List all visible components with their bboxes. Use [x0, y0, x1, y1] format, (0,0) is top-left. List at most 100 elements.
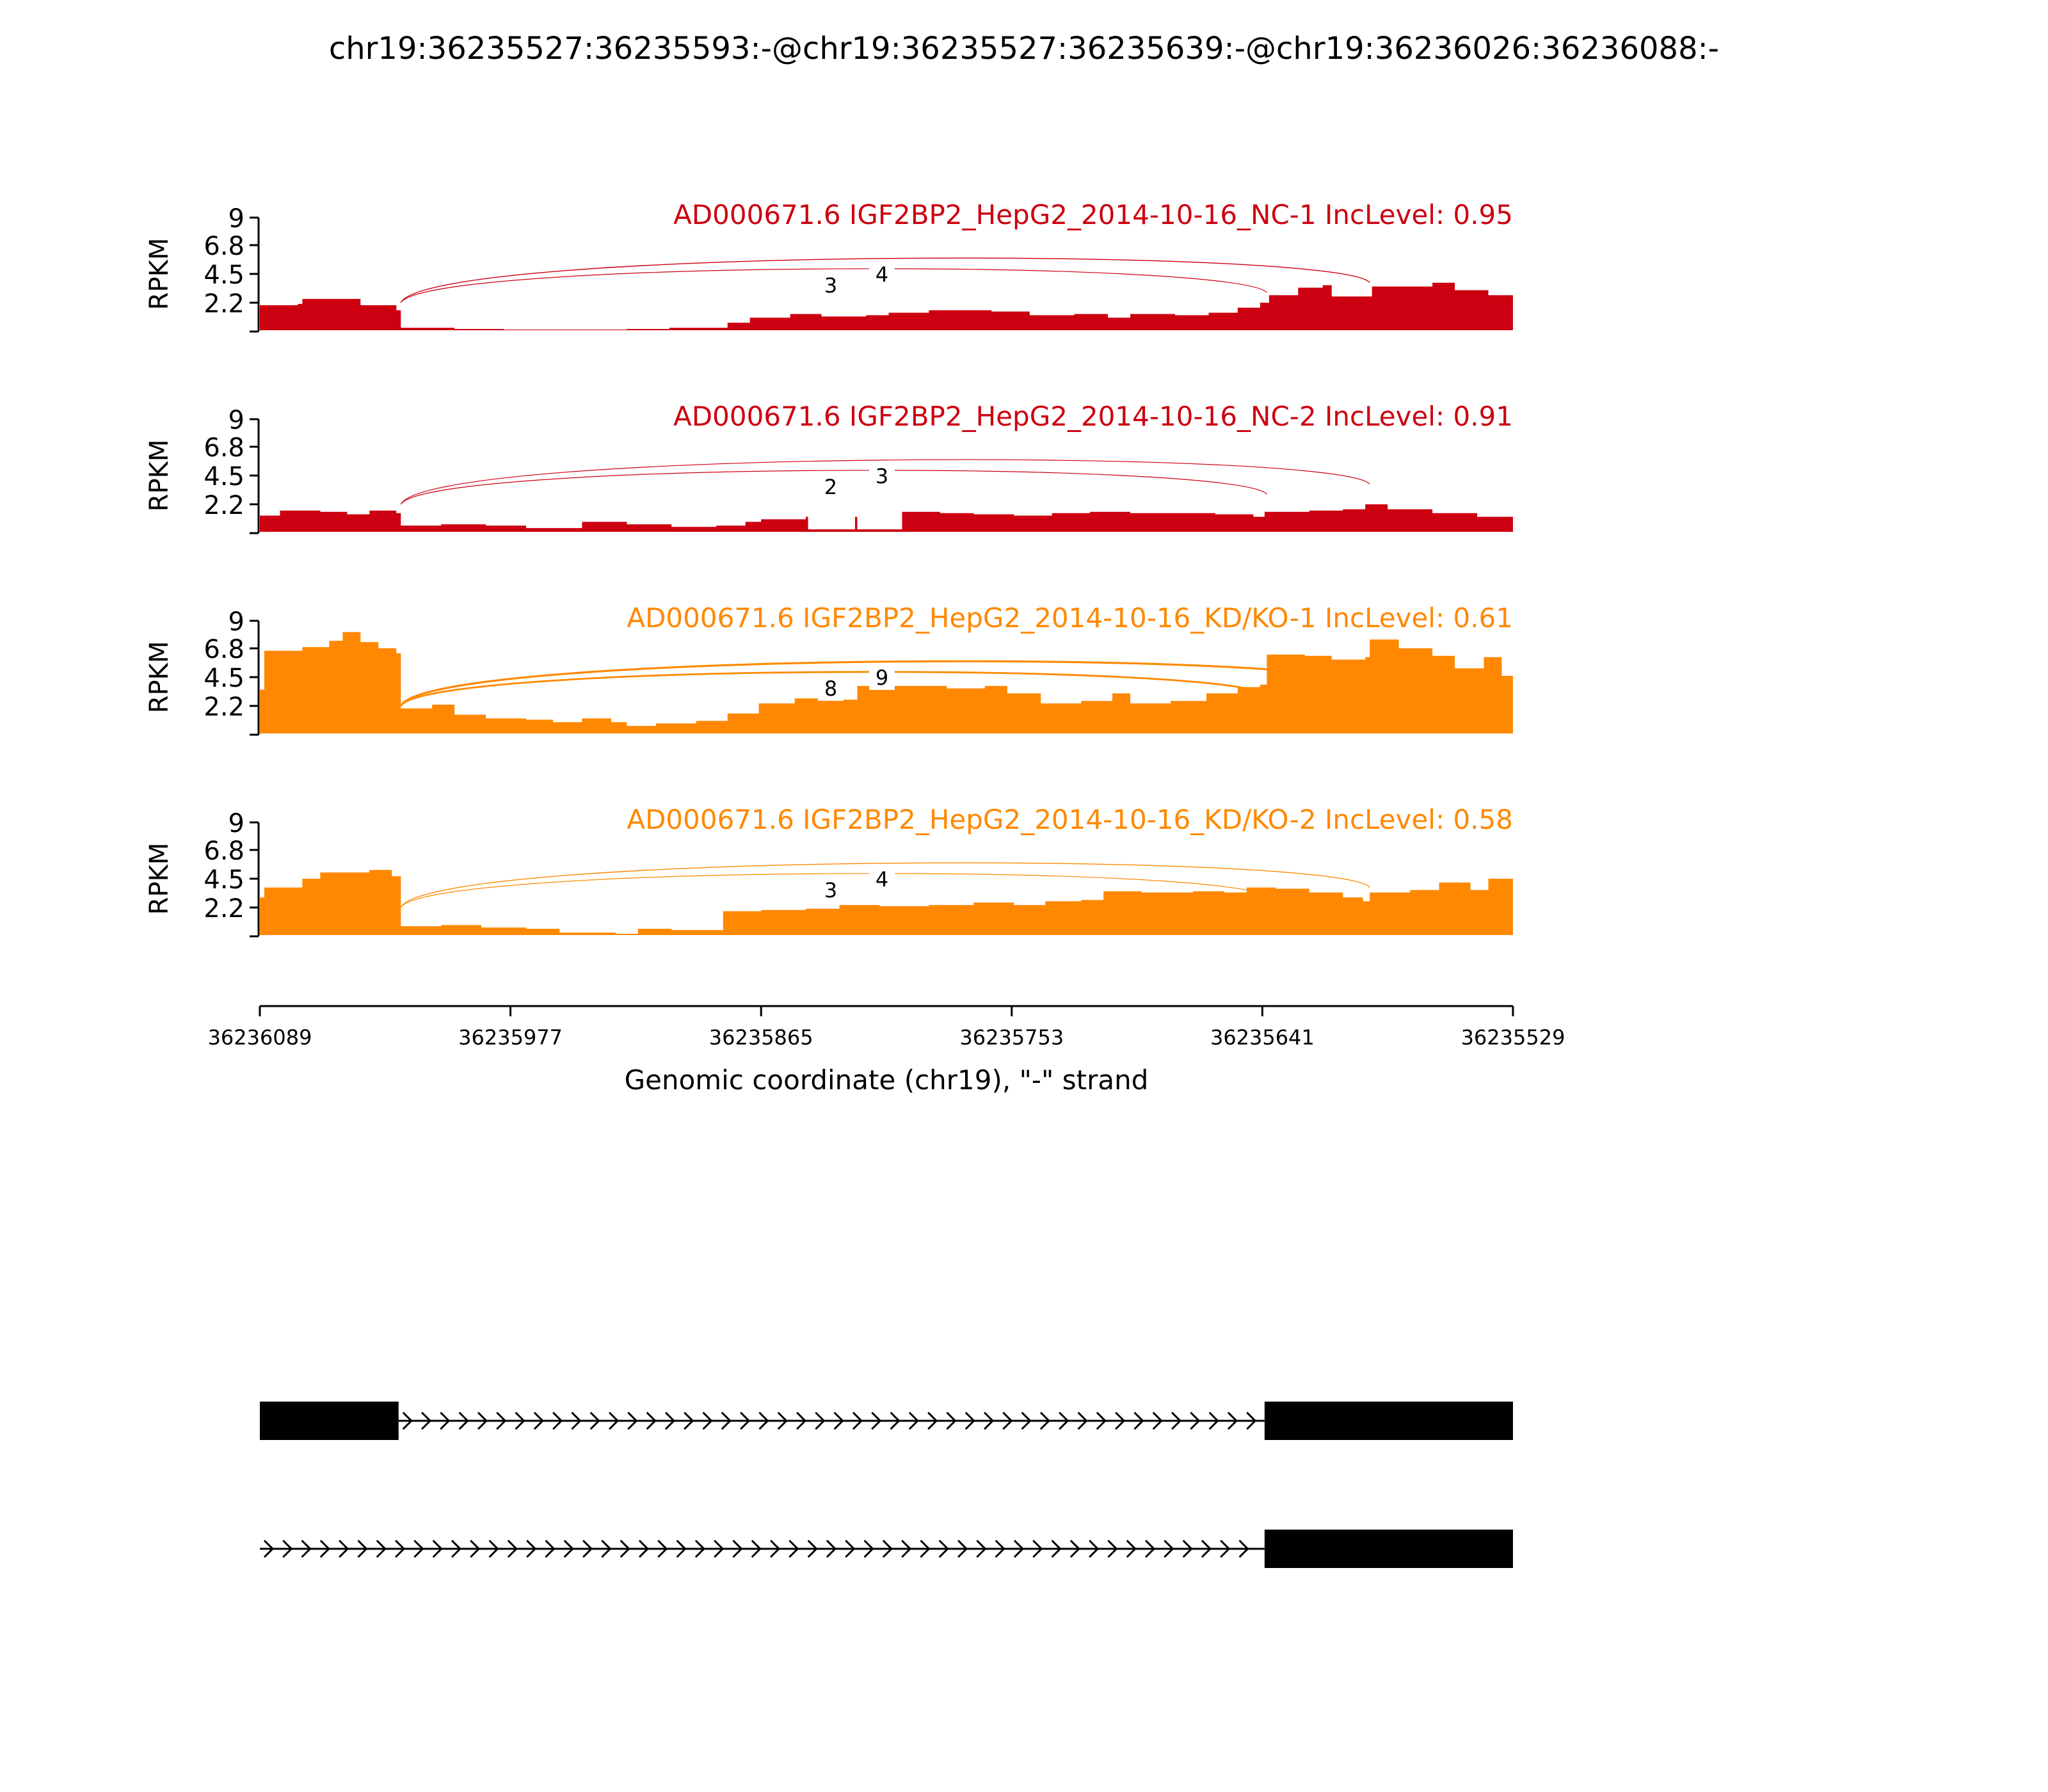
junction-label-bg — [818, 273, 844, 298]
strand-arrow-icon — [1164, 1539, 1174, 1558]
strand-arrow-icon — [890, 1411, 900, 1430]
strand-arrow-icon — [664, 1411, 676, 1430]
strand-arrow-icon — [1201, 1539, 1212, 1558]
strand-arrow-icon — [451, 1539, 462, 1558]
strand-arrow-icon — [301, 1539, 312, 1558]
strand-arrow-icon — [777, 1411, 788, 1430]
y-tick-label: 2.2 — [204, 289, 244, 319]
track-2: 96.84.52.2 RPKM AD000671.6 IGF2BP2_HepG2_2… — [145, 401, 1513, 534]
isoform-2 — [260, 1530, 1513, 1568]
y-tick-label: 4.5 — [204, 865, 244, 895]
strand-arrow-icon — [871, 1411, 882, 1430]
track-label: AD000671.6 IGF2BP2_HepG2_2014-10-16_NC-1… — [673, 199, 1513, 230]
y-tick-label: 6.8 — [204, 433, 244, 463]
strand-arrow-icon — [845, 1539, 856, 1558]
junction-count-label: 3 — [824, 273, 837, 298]
strand-arrow-icon — [1051, 1539, 1062, 1558]
y-tick-label: 9 — [228, 809, 244, 838]
exon-block — [1264, 1402, 1513, 1440]
coverage-area — [260, 870, 1513, 935]
strand-arrow-icon — [488, 1539, 499, 1558]
junction-label-bg — [818, 676, 844, 701]
strand-arrow-icon — [563, 1539, 574, 1558]
x-tick-label: 36235753 — [959, 1025, 1064, 1050]
strand-arrow-icon — [758, 1411, 769, 1430]
strand-arrow-icon — [882, 1539, 893, 1558]
junction-count-label: 3 — [876, 464, 888, 488]
y-tick-label: 2.2 — [204, 692, 244, 722]
strand-arrow-icon — [282, 1539, 293, 1558]
junction-arc — [399, 660, 1371, 707]
strand-arrow-icon — [1059, 1411, 1069, 1430]
x-tick-label: 36236089 — [208, 1025, 312, 1050]
junction-label-bg — [818, 475, 844, 499]
x-tick-label: 36235865 — [709, 1025, 813, 1050]
y-tick-label: 4.5 — [204, 462, 244, 492]
strand-arrow-icon — [976, 1539, 987, 1558]
junction-count-label: 4 — [876, 867, 888, 892]
isoform-1 — [260, 1402, 1513, 1440]
strand-arrow-icon — [1021, 1411, 1032, 1430]
strand-arrow-icon — [526, 1539, 537, 1558]
y-axis-label: RPKM — [145, 641, 174, 714]
coverage-area — [260, 632, 1513, 733]
strand-arrow-icon — [957, 1539, 968, 1558]
strand-arrow-icon — [413, 1539, 424, 1558]
strand-arrow-icon — [732, 1539, 743, 1558]
junction-arc — [400, 862, 1370, 908]
strand-arrow-icon — [638, 1539, 650, 1558]
strand-arrow-icon — [1238, 1539, 1249, 1558]
figure-title: chr19:36235527:36235593:-@chr19:36235527… — [329, 31, 1719, 67]
strand-arrow-icon — [339, 1539, 349, 1558]
strand-arrow-icon — [646, 1411, 657, 1430]
y-tick-label: 2.2 — [204, 491, 244, 520]
strand-arrow-icon — [1246, 1411, 1257, 1430]
strand-arrow-icon — [676, 1539, 687, 1558]
strand-arrow-icon — [1145, 1539, 1156, 1558]
y-tick-label: 6.8 — [204, 232, 244, 261]
strand-arrow-icon — [357, 1539, 368, 1558]
strand-arrow-icon — [440, 1411, 451, 1430]
strand-arrow-icon — [421, 1411, 432, 1430]
strand-arrow-icon — [920, 1539, 931, 1558]
strand-arrow-icon — [1208, 1411, 1219, 1430]
strand-arrow-icon — [751, 1539, 762, 1558]
strand-arrow-icon — [1032, 1539, 1043, 1558]
strand-arrow-icon — [964, 1411, 975, 1430]
junction-count-label: 8 — [824, 676, 837, 701]
strand-arrow-icon — [694, 1539, 706, 1558]
junction-count-label: 2 — [824, 475, 837, 499]
junction-count-label: 3 — [824, 878, 837, 902]
x-tick-label: 36235529 — [1461, 1025, 1565, 1050]
strand-arrow-icon — [908, 1411, 920, 1430]
strand-arrow-icon — [589, 1411, 600, 1430]
strand-arrow-icon — [1152, 1411, 1163, 1430]
track-4: 96.84.52.2 RPKM AD000671.6 IGF2BP2_HepG2_2… — [145, 804, 1513, 938]
strand-arrow-icon — [1002, 1411, 1013, 1430]
coverage-area — [260, 282, 1513, 330]
strand-arrow-icon — [533, 1411, 545, 1430]
strand-arrow-icon — [1133, 1411, 1144, 1430]
strand-arrow-icon — [1220, 1539, 1231, 1558]
strand-arrow-icon — [1171, 1411, 1182, 1430]
y-tick-label: 2.2 — [204, 894, 244, 924]
strand-arrow-icon — [582, 1539, 593, 1558]
strand-arrow-icon — [770, 1539, 781, 1558]
strand-arrow-icon — [1227, 1411, 1238, 1430]
junction-arc — [400, 470, 1267, 505]
y-tick-label: 4.5 — [204, 664, 244, 693]
strand-arrow-icon — [263, 1539, 275, 1558]
coverage-area — [260, 504, 1513, 532]
strand-arrow-icon — [1182, 1539, 1193, 1558]
strand-arrow-icon — [477, 1411, 488, 1430]
strand-arrow-icon — [620, 1539, 630, 1558]
strand-arrow-icon — [721, 1411, 732, 1430]
junction-count-label: 4 — [876, 262, 888, 287]
strand-arrow-icon — [545, 1539, 556, 1558]
strand-arrow-icon — [1126, 1539, 1137, 1558]
strand-arrow-icon — [826, 1539, 837, 1558]
x-tick-label: 36235641 — [1210, 1025, 1315, 1050]
strand-arrow-icon — [852, 1411, 863, 1430]
